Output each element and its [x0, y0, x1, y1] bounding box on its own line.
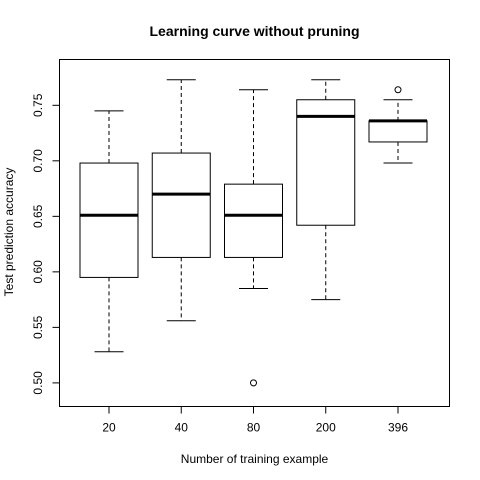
- y-axis-label: Test prediction accuracy: [2, 168, 16, 297]
- box-iqr: [79, 162, 139, 278]
- x-tick-label: 80: [247, 421, 261, 435]
- outlier-point: [250, 379, 257, 387]
- y-tick-label: 0.70: [31, 149, 45, 173]
- x-tick-label: 396: [388, 421, 408, 435]
- x-axis: 20 40 80 200 396: [102, 406, 408, 435]
- x-axis-label: Number of training example: [181, 452, 329, 466]
- box-group-80: [224, 89, 283, 387]
- y-tick-label: 0.50: [31, 371, 45, 395]
- plot-frame: [59, 59, 450, 407]
- box-iqr: [151, 152, 211, 258]
- x-tick-label: 40: [175, 421, 189, 435]
- y-tick-label: 0.65: [31, 204, 45, 228]
- outlier-point: [394, 86, 402, 94]
- y-tick-label: 0.75: [31, 93, 45, 117]
- box-group-40: [151, 79, 211, 322]
- boxes-layer: [79, 79, 428, 387]
- box-group-20: [79, 110, 139, 353]
- chart-title: Learning curve without pruning: [150, 23, 360, 39]
- box-iqr: [368, 120, 428, 143]
- y-axis: 0.50 0.55 0.60 0.65 0.70 0.75: [31, 93, 60, 395]
- y-tick-label: 0.60: [31, 260, 45, 284]
- box-iqr: [224, 183, 283, 258]
- y-tick-label: 0.55: [31, 315, 45, 339]
- box-iqr: [296, 99, 356, 226]
- x-tick-label: 200: [316, 421, 336, 435]
- x-tick-label: 20: [102, 421, 116, 435]
- box-group-200: [296, 79, 356, 301]
- box-group-396: [368, 86, 428, 164]
